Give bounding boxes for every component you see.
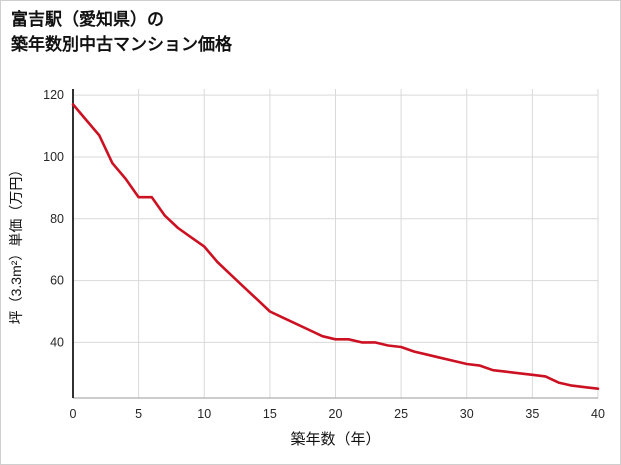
chart-title-line1: 富吉駅（愛知県）の	[11, 10, 164, 29]
y-tick-label: 120	[43, 88, 64, 102]
x-tick-label: 40	[591, 407, 605, 421]
y-tick-label: 100	[43, 150, 64, 164]
x-tick-label: 10	[197, 407, 211, 421]
price-line-series	[71, 103, 600, 391]
chart-title-line2: 築年数別中古マンション価格	[11, 34, 232, 54]
y-tick-label: 40	[50, 335, 64, 349]
grid-lines	[73, 89, 599, 398]
x-tick-label: 30	[460, 407, 474, 421]
x-tick-label: 5	[135, 407, 142, 421]
tick-labels: 0 5 10 15 20 25 30 35 40 40 60 80 100 120	[43, 88, 605, 421]
x-axis-label: 築年数（年）	[290, 430, 380, 448]
x-tick-label: 35	[525, 407, 539, 421]
axis-spines	[72, 89, 598, 399]
y-tick-label: 80	[50, 212, 64, 226]
x-tick-label: 0	[70, 407, 77, 421]
x-tick-label: 20	[329, 407, 343, 421]
y-tick-label: 60	[50, 274, 64, 288]
y-axis-label: 坪（3.3m²）単価（万円）	[8, 163, 24, 325]
x-tick-label: 25	[394, 407, 408, 421]
chart-title: 富吉駅（愛知県）の 築年数別中古マンション価格	[11, 8, 232, 57]
x-tick-label: 15	[263, 407, 277, 421]
